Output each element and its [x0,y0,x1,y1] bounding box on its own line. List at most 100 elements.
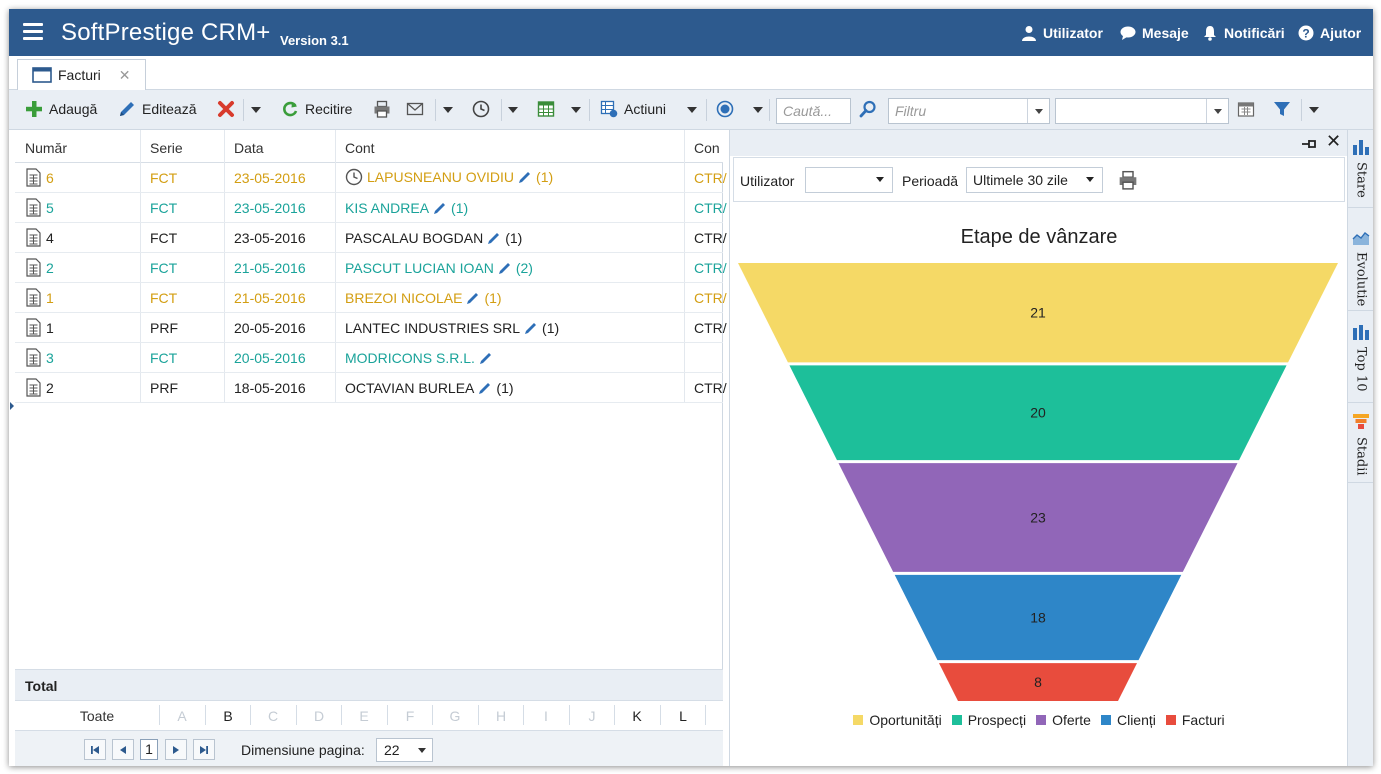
account-link[interactable]: LANTEC INDUSTRIES SRL [345,320,521,336]
legend-item[interactable]: Facturi [1165,712,1225,728]
legend-item[interactable]: Oferte [1036,712,1091,728]
user-filter-select[interactable] [805,167,893,193]
column-header-account[interactable]: Cont [345,140,375,156]
table-row[interactable]: 4 FCT 23-05-2016 PASCALAU BOGDAN (1) CTR/ [15,223,727,253]
alphabet-letter[interactable]: H [495,708,507,724]
chevron-down-icon[interactable] [1027,99,1049,123]
help-menu[interactable]: ? Ajutor [1298,25,1361,41]
alphabet-letter[interactable]: A [177,708,187,724]
table-row[interactable]: 1 FCT 21-05-2016 BREZOI NICOLAE (1) CTR/ [15,283,727,313]
print-button[interactable] [373,100,391,118]
alphabet-letter[interactable]: D [313,708,325,724]
alphabet-letter[interactable]: C [267,708,279,724]
actions-dropdown-icon[interactable] [687,107,697,113]
grid-view-button[interactable] [537,100,555,118]
period-filter-select[interactable]: Ultimele 30 zile [966,167,1103,193]
actions-button[interactable]: Actiuni [600,100,666,118]
print-chart-button[interactable] [1118,170,1138,193]
tab-facturi[interactable]: Facturi ✕ [17,59,146,90]
funnel-segment[interactable] [838,463,1238,572]
alphabet-letter[interactable]: J [588,708,596,724]
history-button[interactable] [472,100,490,118]
table-row[interactable]: 2 PRF 18-05-2016 OCTAVIAN BURLEA (1) CTR/ [15,373,727,403]
edit-pencil-icon[interactable] [524,321,538,335]
funnel-segment[interactable] [738,263,1338,363]
user-menu[interactable]: Utilizator [1021,25,1103,41]
alphabet-letter[interactable]: B [223,708,233,724]
side-collapse-handle[interactable] [9,391,15,421]
table-row[interactable]: 5 FCT 23-05-2016 KIS ANDREA (1) CTR/ [15,193,727,223]
column-header-number[interactable]: Număr [25,140,68,156]
account-link[interactable]: PASCUT LUCIAN IOAN [345,260,494,276]
funnel-segment[interactable] [894,574,1182,661]
chevron-down-icon[interactable] [1206,99,1228,123]
account-link[interactable]: BREZOI NICOLAE [345,290,463,306]
close-panel-icon[interactable]: ✕ [1326,131,1342,151]
messages-menu[interactable]: Mesaje [1120,25,1189,41]
search-input[interactable]: Caută... [776,98,851,124]
edit-pencil-icon[interactable] [466,291,480,305]
legend-item[interactable]: Prospecți [951,712,1026,728]
edit-button[interactable]: Editează [118,100,196,118]
filter-select[interactable]: Filtru [888,98,1050,124]
alphabet-letter[interactable]: E [359,708,369,724]
refresh-button[interactable]: Recitire [281,100,352,118]
account-link[interactable]: PASCALAU BOGDAN [345,230,484,246]
edit-pencil-icon[interactable] [518,170,532,184]
alphabet-letter[interactable]: F [405,708,415,724]
edit-pencil-icon[interactable] [498,261,512,275]
alphabet-letter[interactable]: L [679,708,687,724]
next-page-button[interactable] [165,739,187,760]
side-tab-top10[interactable]: Top 10 [1348,315,1373,403]
legend-item[interactable]: Oportunități [853,712,942,728]
calendar-button[interactable] [1237,100,1255,118]
email-button[interactable] [406,100,424,118]
alphabet-letter[interactable]: G [449,708,461,724]
first-page-button[interactable] [84,739,106,760]
side-tab-stadii[interactable]: Stadii [1348,405,1373,483]
funnel-segment[interactable] [938,663,1138,701]
filter-dropdown-icon[interactable] [1309,107,1319,113]
search-button[interactable] [859,100,877,118]
column-header-date[interactable]: Data [234,140,264,156]
alphabet-letter[interactable]: K [632,708,642,724]
edit-pencil-icon[interactable] [433,201,447,215]
funnel-segment[interactable] [789,365,1287,461]
table-row[interactable]: 3 FCT 20-05-2016 MODRICONS S.R.L. [15,343,723,373]
table-row[interactable]: 1 PRF 20-05-2016 LANTEC INDUSTRIES SRL (1) CT… [15,313,727,343]
side-tab-evolutie[interactable]: Evolutie [1348,220,1373,311]
filter-button[interactable] [1273,100,1291,118]
notifications-menu[interactable]: Notificări [1202,25,1285,41]
add-button[interactable]: Adaugă [25,100,97,118]
legend-item[interactable]: Clienți [1100,712,1156,728]
close-tab-icon[interactable]: ✕ [118,66,131,83]
current-page-field[interactable]: 1 [140,739,158,760]
table-row[interactable]: 6 FCT 23-05-2016 LAPUSNEANU OVIDIU (1) CTR/ [15,163,727,193]
alphabet-all[interactable]: Toate [79,708,115,724]
pin-icon[interactable] [1300,135,1318,156]
record-dropdown-icon[interactable] [753,107,763,113]
alphabet-letter[interactable]: I [544,708,548,724]
page-size-select[interactable]: 22 [376,738,433,762]
history-dropdown-icon[interactable] [508,107,518,113]
menu-icon[interactable] [23,23,43,41]
edit-pencil-icon[interactable] [478,381,492,395]
last-page-button[interactable] [193,739,215,760]
secondary-filter-select[interactable] [1055,98,1229,124]
side-tab-stare[interactable]: Stare [1348,130,1373,208]
column-header-contract[interactable]: Con [694,140,720,156]
account-link[interactable]: OCTAVIAN BURLEA [345,380,475,396]
account-link[interactable]: MODRICONS S.R.L. [345,350,475,366]
account-link[interactable]: LAPUSNEANU OVIDIU [367,169,515,185]
email-dropdown-icon[interactable] [443,107,453,113]
edit-pencil-icon[interactable] [479,351,493,365]
grid-view-dropdown-icon[interactable] [571,107,581,113]
delete-button[interactable] [217,100,235,118]
previous-page-button[interactable] [112,739,134,760]
table-row[interactable]: 2 FCT 21-05-2016 PASCUT LUCIAN IOAN (2) CTR/ [15,253,727,283]
edit-pencil-icon[interactable] [487,231,501,245]
account-link[interactable]: KIS ANDREA [345,200,430,216]
column-header-series[interactable]: Serie [150,140,183,156]
delete-dropdown-icon[interactable] [251,107,261,113]
record-button[interactable] [716,100,734,118]
